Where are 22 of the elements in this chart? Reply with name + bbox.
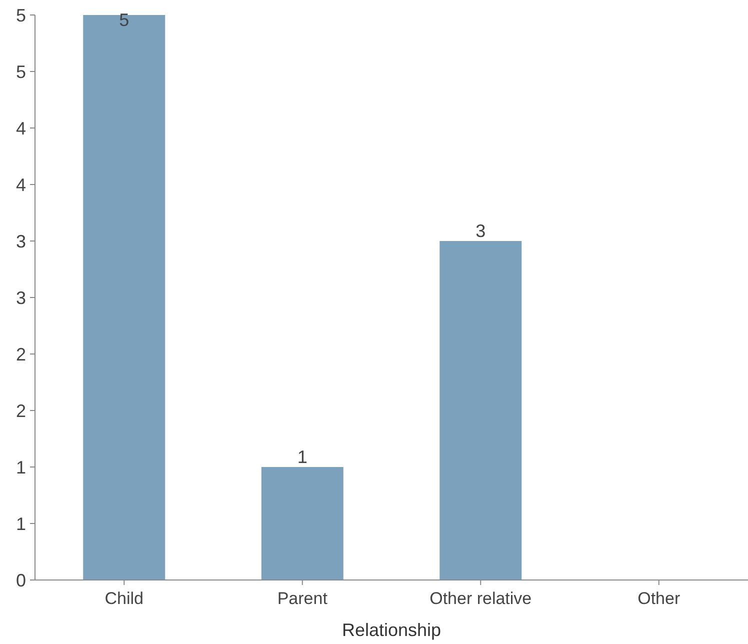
y-tick-label: 1: [16, 514, 26, 534]
x-tick-label: Other: [638, 589, 680, 608]
data-label: 3: [476, 221, 486, 241]
y-tick-label: 3: [16, 288, 26, 308]
x-tick-label: Child: [104, 589, 144, 608]
y-tick-label: 2: [16, 400, 26, 421]
bar: [261, 467, 344, 580]
y-tick-label: 5: [16, 62, 26, 82]
y-tick-label: 0: [16, 570, 26, 590]
data-label: 1: [297, 447, 308, 467]
y-tick-label: 1: [16, 457, 26, 478]
data-label: 5: [119, 10, 130, 30]
y-tick-label: 3: [16, 231, 26, 252]
y-tick-label: 4: [16, 118, 26, 138]
x-axis-title: Relationship: [342, 620, 442, 640]
y-tick-label: 2: [16, 344, 26, 364]
x-tick-label: Other relative: [430, 589, 532, 608]
x-tick-label: Parent: [277, 589, 328, 608]
bar: [83, 15, 166, 580]
y-tick-label: 4: [16, 174, 26, 195]
y-tick-label: 5: [16, 5, 26, 26]
bar: [440, 241, 522, 580]
